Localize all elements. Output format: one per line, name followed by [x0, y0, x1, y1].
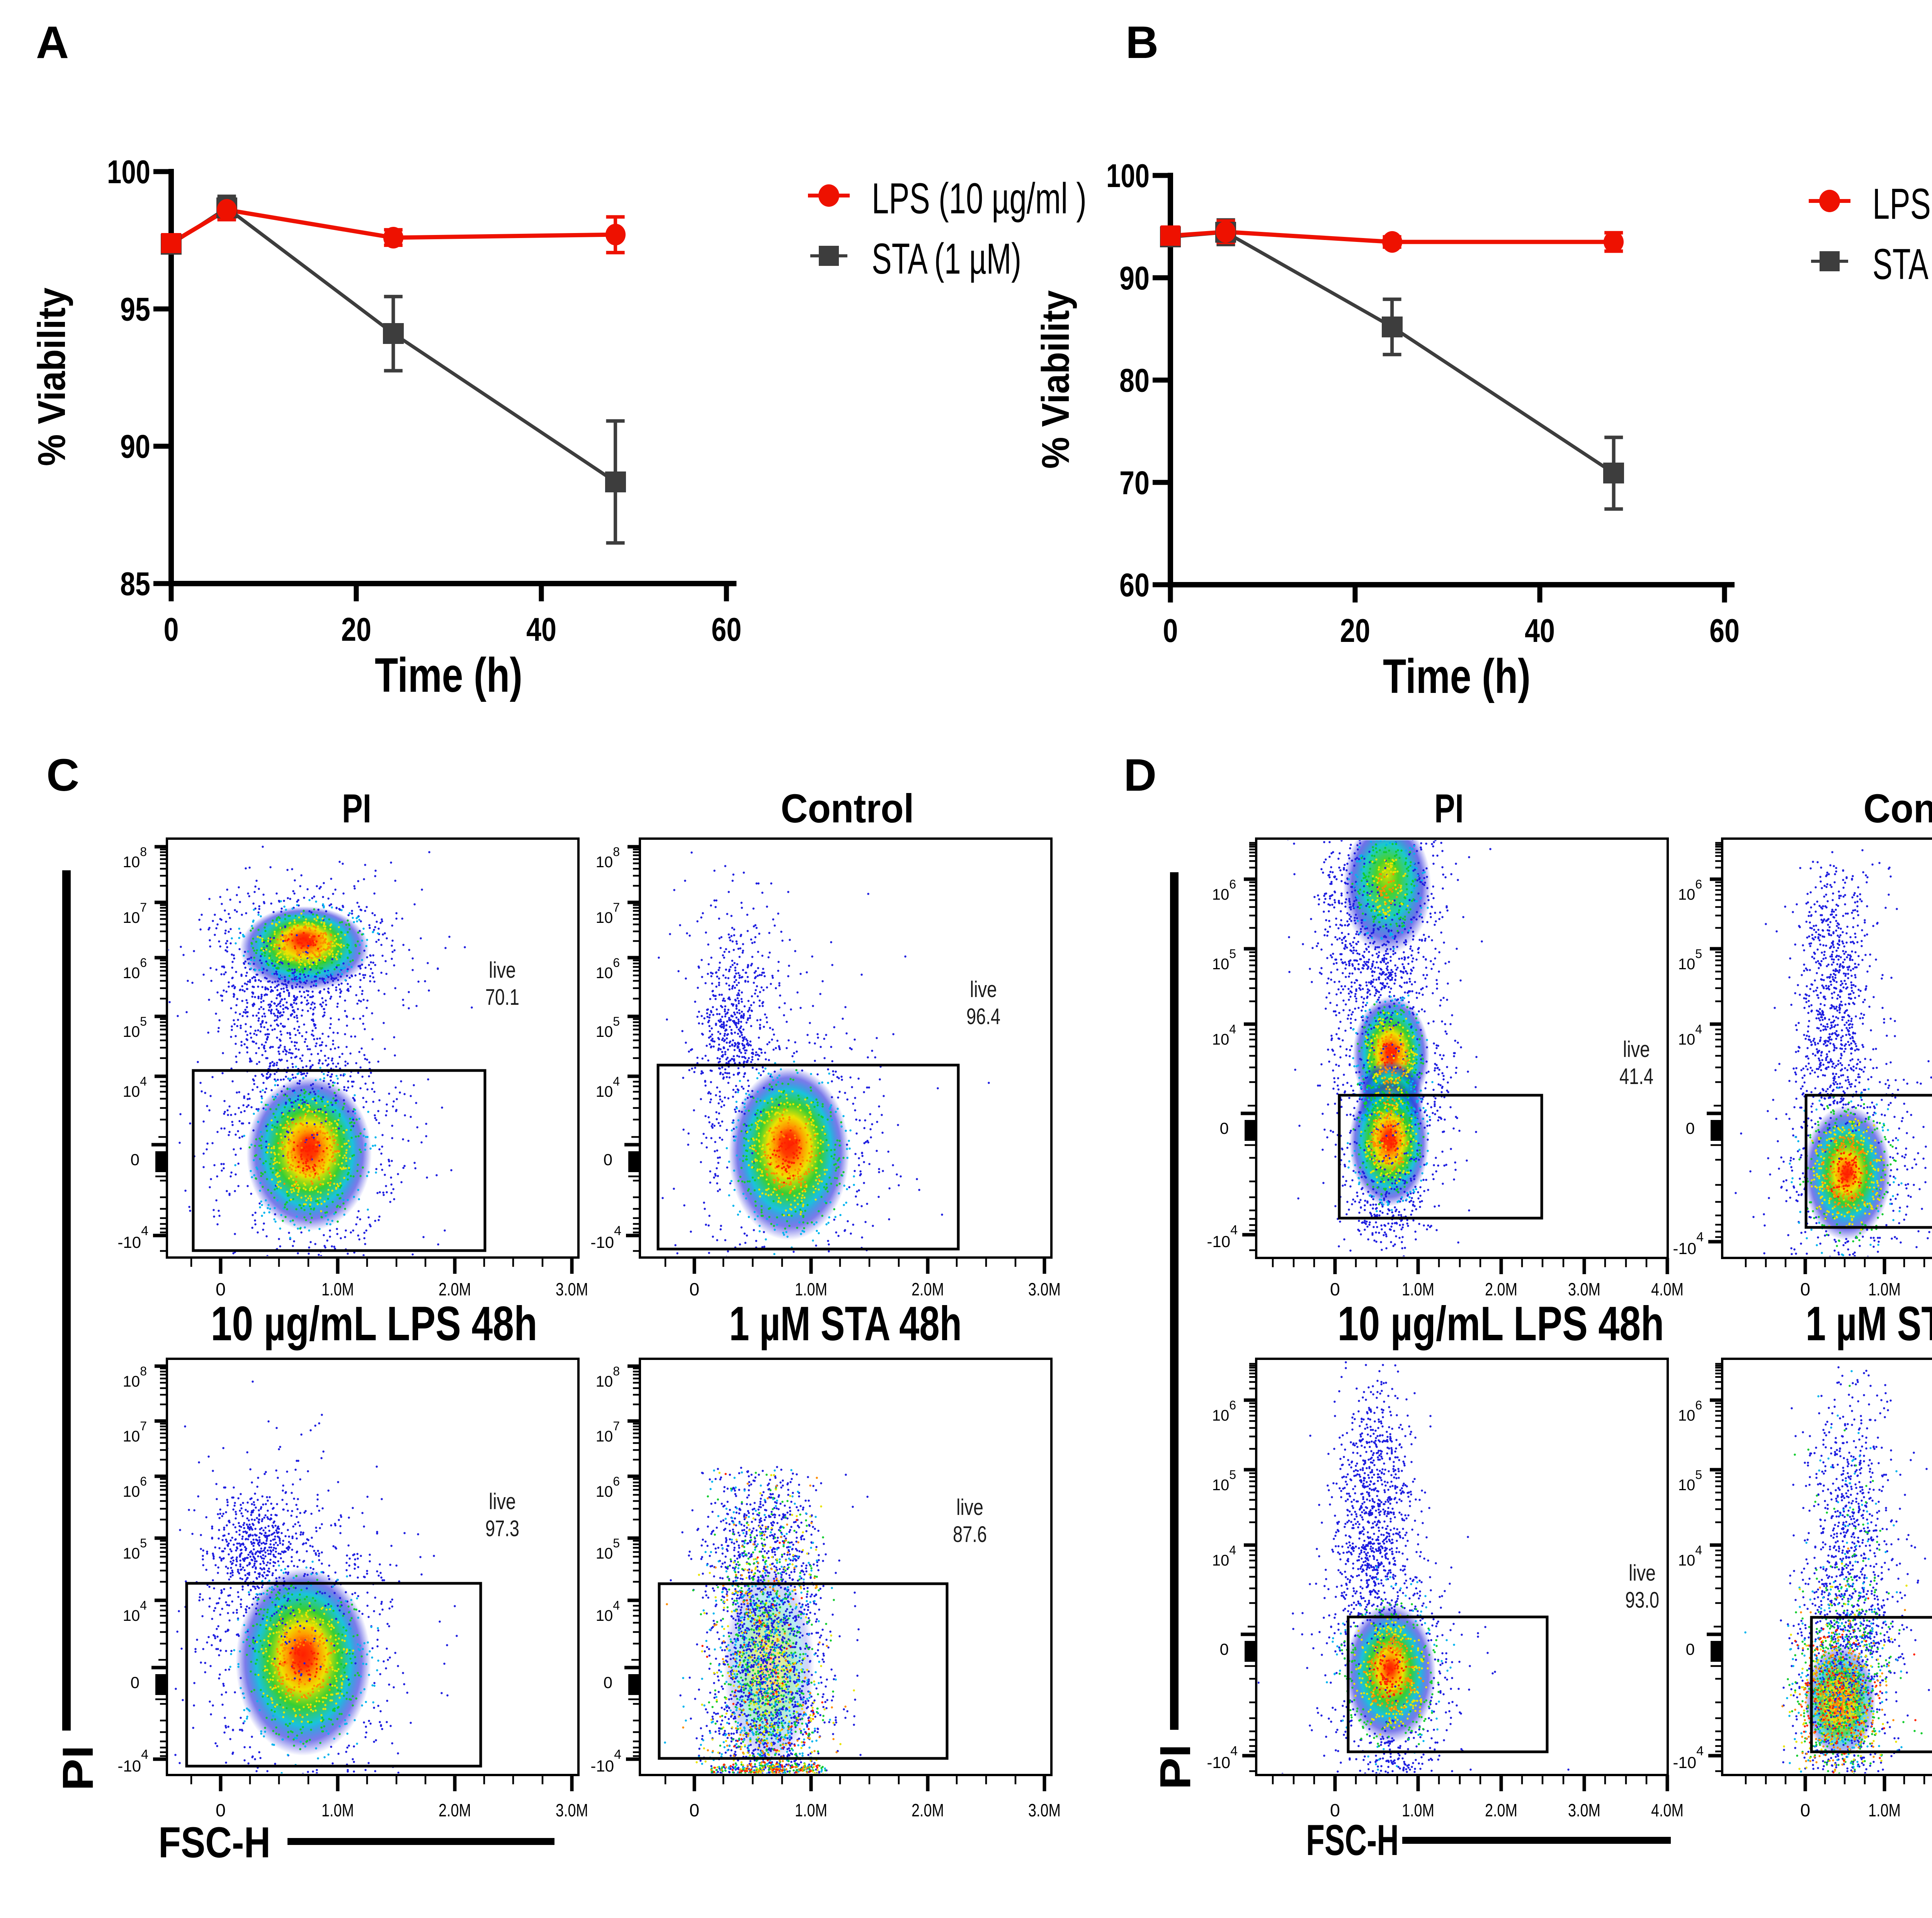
svg-text:PI: PI — [1434, 786, 1464, 831]
svg-text:2.0M: 2.0M — [912, 1800, 944, 1820]
svg-text:0: 0 — [1800, 1800, 1810, 1820]
svg-text:80: 80 — [1119, 362, 1150, 399]
svg-text:LPS (10 µg/ml ): LPS (10 µg/ml ) — [872, 174, 1087, 223]
svg-text:PI: PI — [54, 1745, 102, 1791]
svg-text:PI: PI — [1151, 1744, 1199, 1790]
svg-text:live: live — [956, 1495, 983, 1520]
svg-text:0: 0 — [1800, 1279, 1810, 1299]
svg-text:70.1: 70.1 — [485, 985, 519, 1010]
svg-text:10 µg/mL LPS 48h: 10 µg/mL LPS 48h — [211, 1297, 537, 1351]
svg-text:STA (1 µM): STA (1 µM) — [872, 235, 1021, 283]
svg-text:4.0M: 4.0M — [1651, 1800, 1684, 1820]
svg-text:live: live — [489, 958, 516, 983]
svg-text:93.0: 93.0 — [1625, 1588, 1659, 1613]
svg-text:20: 20 — [341, 611, 371, 648]
svg-text:PI: PI — [342, 786, 371, 831]
svg-text:D: D — [1124, 750, 1156, 801]
svg-text:live: live — [489, 1489, 516, 1514]
svg-text:3.0M: 3.0M — [1028, 1279, 1061, 1299]
svg-text:C: C — [46, 750, 79, 801]
svg-text:1.0M: 1.0M — [1402, 1279, 1434, 1299]
svg-text:41.4: 41.4 — [1619, 1064, 1653, 1089]
svg-text:1.0M: 1.0M — [1402, 1800, 1434, 1820]
svg-text:100: 100 — [1106, 158, 1150, 194]
svg-text:96.4: 96.4 — [966, 1004, 1000, 1029]
svg-text:1.0M: 1.0M — [795, 1279, 827, 1299]
svg-text:2.0M: 2.0M — [912, 1279, 944, 1299]
svg-text:1.0M: 1.0M — [1868, 1279, 1901, 1299]
svg-text:87.6: 87.6 — [953, 1522, 987, 1547]
svg-text:0: 0 — [1163, 613, 1178, 649]
svg-text:20: 20 — [1340, 613, 1370, 649]
svg-text:0: 0 — [131, 1150, 139, 1169]
svg-text:4.0M: 4.0M — [1651, 1279, 1684, 1299]
svg-text:60: 60 — [1709, 613, 1740, 649]
svg-text:90: 90 — [120, 429, 150, 465]
svg-text:90: 90 — [1119, 260, 1150, 297]
svg-text:60: 60 — [711, 611, 742, 648]
svg-text:1.0M: 1.0M — [321, 1800, 354, 1820]
svg-text:live: live — [970, 977, 997, 1002]
svg-text:0: 0 — [216, 1800, 226, 1820]
svg-text:0: 0 — [604, 1150, 612, 1169]
svg-text:Time (h): Time (h) — [375, 648, 522, 702]
svg-text:Time (h): Time (h) — [1383, 650, 1531, 703]
svg-text:97.3: 97.3 — [485, 1516, 519, 1541]
svg-text:3.0M: 3.0M — [556, 1279, 588, 1299]
svg-text:1.0M: 1.0M — [1868, 1800, 1901, 1820]
svg-text:0: 0 — [164, 611, 179, 648]
svg-text:1.0M: 1.0M — [321, 1279, 354, 1299]
svg-text:0: 0 — [1686, 1640, 1695, 1658]
svg-text:LPS (10 µg/ml ): LPS (10 µg/ml ) — [1872, 180, 1932, 228]
svg-text:2.0M: 2.0M — [439, 1279, 471, 1299]
svg-text:1 µM STA 48h: 1 µM STA 48h — [729, 1297, 962, 1351]
svg-text:3.0M: 3.0M — [1568, 1800, 1600, 1820]
svg-text:60: 60 — [1119, 567, 1150, 604]
svg-text:3.0M: 3.0M — [556, 1800, 588, 1820]
svg-text:0: 0 — [216, 1279, 226, 1299]
svg-text:10 µg/mL LPS 48h: 10 µg/mL LPS 48h — [1338, 1297, 1664, 1351]
svg-text:A: A — [36, 17, 69, 68]
svg-text:95: 95 — [120, 291, 150, 328]
svg-text:1 µM STA 48h: 1 µM STA 48h — [1806, 1297, 1932, 1351]
svg-text:1.0M: 1.0M — [795, 1800, 827, 1820]
svg-text:0: 0 — [604, 1673, 612, 1692]
svg-text:FSC-H: FSC-H — [158, 1818, 270, 1867]
svg-text:0: 0 — [1330, 1800, 1340, 1820]
svg-text:0: 0 — [1220, 1119, 1229, 1137]
svg-text:Control: Control — [781, 786, 914, 831]
svg-text:% Viability: % Viability — [1034, 290, 1077, 469]
svg-text:0: 0 — [689, 1800, 699, 1820]
svg-text:100: 100 — [107, 154, 150, 191]
svg-text:2.0M: 2.0M — [1485, 1800, 1517, 1820]
svg-text:% Viability: % Viability — [30, 288, 73, 466]
svg-text:0: 0 — [1220, 1640, 1229, 1658]
svg-text:40: 40 — [1525, 613, 1555, 649]
svg-text:B: B — [1126, 17, 1158, 68]
svg-text:0: 0 — [1330, 1279, 1340, 1299]
svg-text:Control: Control — [1864, 786, 1932, 831]
svg-text:STA (1 µM): STA (1 µM) — [1872, 240, 1932, 288]
svg-text:3.0M: 3.0M — [1028, 1800, 1061, 1820]
svg-text:40: 40 — [526, 611, 556, 648]
svg-text:0: 0 — [689, 1279, 699, 1299]
svg-text:live: live — [1629, 1561, 1656, 1586]
svg-text:2.0M: 2.0M — [1485, 1279, 1517, 1299]
svg-text:0: 0 — [131, 1673, 139, 1692]
svg-text:0: 0 — [1686, 1119, 1695, 1137]
svg-text:85: 85 — [120, 566, 150, 602]
svg-text:2.0M: 2.0M — [439, 1800, 471, 1820]
svg-text:70: 70 — [1119, 465, 1150, 501]
svg-text:live: live — [1623, 1037, 1650, 1062]
svg-text:3.0M: 3.0M — [1568, 1279, 1600, 1299]
svg-text:FSC-H: FSC-H — [1306, 1816, 1399, 1864]
